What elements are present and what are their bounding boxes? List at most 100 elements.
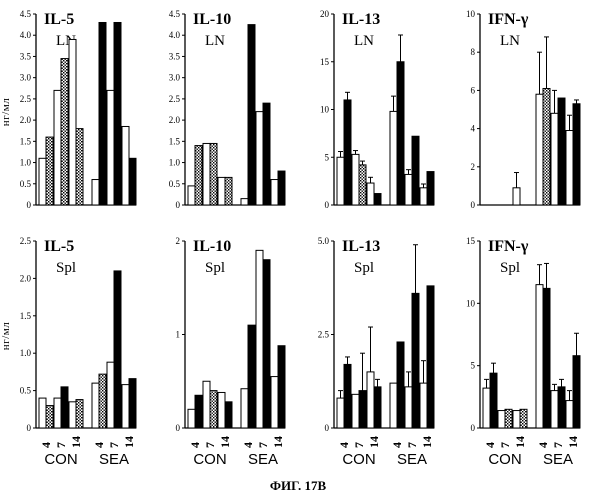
bar: [114, 22, 121, 205]
y-tick-label: 4.5: [169, 9, 181, 19]
bar: [256, 112, 263, 205]
y-tick-label: 0: [325, 423, 330, 433]
panel-title: IL-5: [44, 11, 74, 28]
x-tick-label-day: 4: [241, 442, 255, 448]
y-tick-label: 10: [466, 298, 476, 308]
bar: [263, 103, 270, 205]
panel-title: IL-13: [342, 238, 380, 255]
bar: [352, 154, 359, 205]
y-tick-label: 5: [471, 361, 476, 371]
panel-subtitle: LN: [354, 33, 374, 49]
bar: [203, 143, 210, 205]
y-tick-label: 10: [466, 9, 476, 19]
x-tick-label-day: 7: [405, 442, 419, 448]
panel-title: IFN-γ: [488, 11, 529, 28]
panel-subtitle: Spl: [354, 260, 374, 276]
bar: [99, 374, 106, 428]
y-axis-label-bottom: нг/мл: [0, 322, 12, 350]
x-group-label-con: CON: [342, 451, 375, 468]
panel-title: IL-10: [193, 238, 231, 255]
y-tick-label: 1: [176, 330, 181, 340]
bar: [536, 94, 543, 205]
bar: [210, 391, 217, 428]
x-tick-label-day: 14: [271, 436, 285, 448]
bar: [46, 137, 53, 205]
bar: [420, 188, 427, 205]
x-group-label-con: CON: [44, 451, 77, 468]
x-tick-label-day: 7: [498, 442, 512, 448]
y-tick-label: 5.0: [318, 236, 330, 246]
x-group-label-sea: SEA: [397, 451, 427, 468]
bar: [505, 409, 512, 428]
y-tick-label: 0.5: [20, 386, 32, 396]
bar: [225, 177, 232, 205]
bar: [397, 62, 404, 205]
chart-panel-8: 051015IFN-γSpl47144714CONSEA: [466, 236, 580, 468]
y-tick-label: 5: [325, 152, 330, 162]
x-group-label-sea: SEA: [248, 451, 278, 468]
y-tick-label: 2.5: [20, 94, 32, 104]
x-group-label-con: CON: [488, 451, 521, 468]
bar: [278, 171, 285, 205]
bar: [412, 136, 419, 205]
y-tick-label: 4: [471, 124, 476, 134]
bar: [241, 389, 248, 428]
bar: [263, 260, 270, 428]
x-tick-label-day: 7: [54, 442, 68, 448]
bar: [195, 146, 202, 205]
bar: [405, 387, 412, 428]
y-tick-label: 20: [320, 9, 330, 19]
bar: [483, 388, 490, 428]
bar: [99, 22, 106, 205]
bar: [122, 385, 129, 428]
panel-title: IL-10: [193, 11, 231, 28]
bar: [188, 186, 195, 205]
bar: [558, 387, 565, 428]
x-tick-label-day: 14: [69, 436, 83, 448]
bar: [54, 398, 61, 428]
bar: [573, 104, 580, 205]
y-tick-label: 10: [320, 105, 330, 115]
x-tick-label-day: 7: [256, 442, 270, 448]
bar: [390, 383, 397, 428]
y-tick-label: 2: [471, 162, 476, 172]
x-tick-label-day: 4: [188, 442, 202, 448]
bar: [195, 395, 202, 428]
y-tick-label: 8: [471, 47, 476, 57]
y-tick-label: 0: [27, 200, 32, 210]
chart-panel-2: 00.51.01.52.02.53.03.54.04.5IL-10LN: [169, 9, 285, 210]
y-tick-label: 2.0: [20, 273, 32, 283]
bar: [203, 381, 210, 428]
bar: [374, 387, 381, 428]
y-tick-label: 3.5: [169, 51, 181, 61]
x-tick-label-day: 4: [390, 442, 404, 448]
y-tick-label: 1.5: [20, 311, 32, 321]
y-tick-label: 15: [466, 236, 476, 246]
y-tick-label: 1.5: [20, 136, 32, 146]
bar: [92, 180, 99, 205]
x-tick-label-day: 4: [337, 442, 351, 448]
bar: [573, 356, 580, 428]
chart-panel-7: 02.55.0IL-13Spl47144714CONSEA: [318, 236, 434, 468]
bar: [278, 346, 285, 428]
bar: [352, 394, 359, 428]
bar: [122, 126, 129, 205]
panel-subtitle: Spl: [500, 260, 520, 276]
panel-subtitle: Spl: [205, 260, 225, 276]
bar: [256, 250, 263, 428]
y-tick-label: 2.0: [169, 115, 181, 125]
y-tick-label: 0: [471, 423, 476, 433]
bar: [551, 391, 558, 428]
bar: [248, 325, 255, 428]
x-tick-label-day: 14: [122, 436, 136, 448]
bar: [69, 402, 76, 428]
bar: [129, 158, 136, 205]
y-tick-label: 1.5: [169, 136, 181, 146]
y-tick-label: 2.0: [20, 115, 32, 125]
y-tick-label: 0.5: [169, 179, 181, 189]
panel-title: IFN-γ: [488, 238, 529, 255]
y-tick-label: 3.0: [20, 73, 32, 83]
bar: [188, 409, 195, 428]
bar: [513, 188, 520, 205]
bar: [225, 402, 232, 428]
